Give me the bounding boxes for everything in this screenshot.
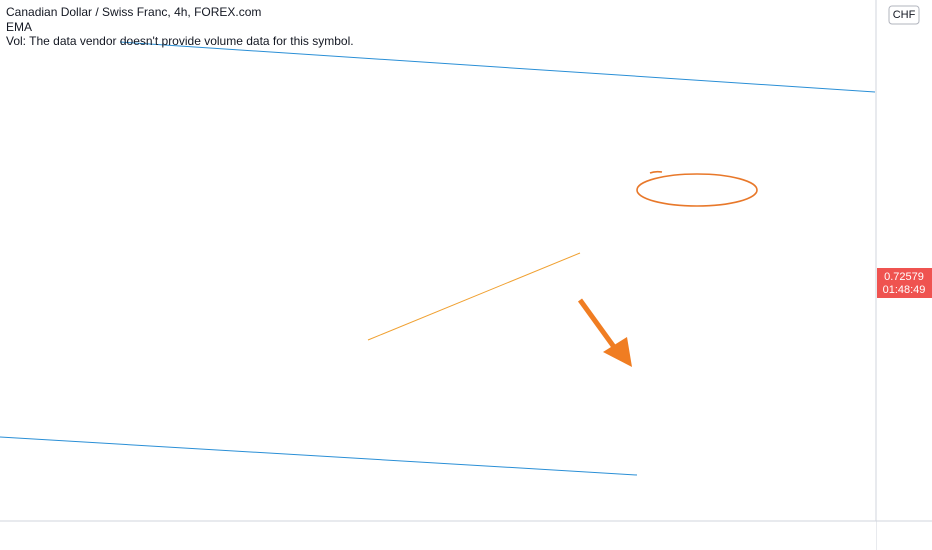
last-price-label: 0.72579 bbox=[884, 271, 924, 283]
trend-line bbox=[0, 436, 638, 476]
volume-note: Vol: The data vendor doesn't provide vol… bbox=[6, 34, 354, 48]
last-price-box bbox=[877, 268, 932, 298]
chart-title: Canadian Dollar / Swiss Franc, 4h, FOREX… bbox=[6, 5, 261, 19]
annotation-arrow-head bbox=[603, 337, 632, 367]
time-axis bbox=[0, 521, 876, 550]
annotation-arrow bbox=[577, 298, 617, 349]
currency-label: CHF bbox=[893, 9, 916, 21]
trend-line bbox=[367, 252, 581, 341]
countdown: 01:48:49 bbox=[883, 284, 926, 296]
annotation-ellipse bbox=[636, 173, 758, 207]
annotation-stroke bbox=[649, 170, 663, 174]
indicator-label: EMA bbox=[6, 20, 32, 34]
currency-button[interactable] bbox=[888, 5, 920, 25]
trend-line bbox=[119, 41, 876, 93]
